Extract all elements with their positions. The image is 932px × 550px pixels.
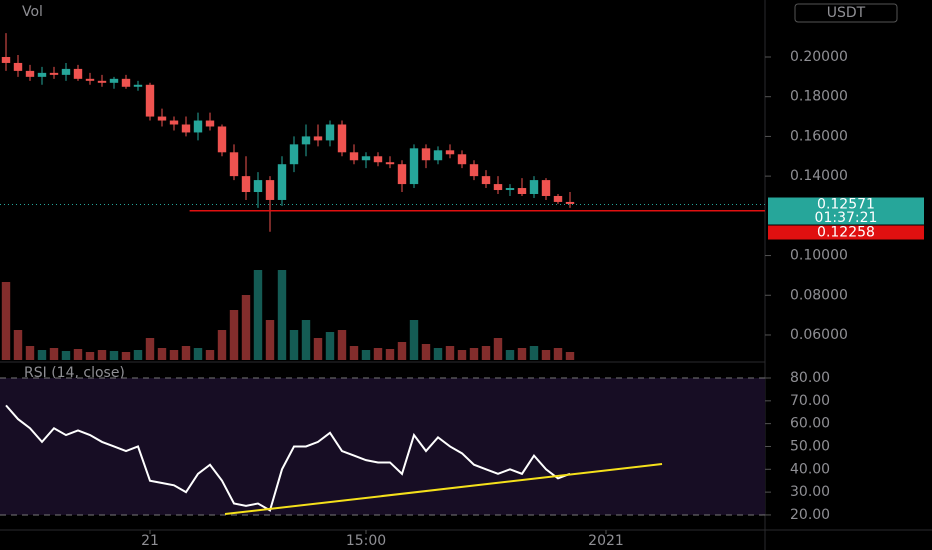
- currency-label: USDT: [827, 5, 866, 21]
- candle-body: [541, 180, 551, 196]
- candle-body: [337, 124, 347, 153]
- candle-body: [265, 180, 275, 200]
- candle-body: [493, 184, 503, 191]
- rsi-tick-label: 70.00: [790, 393, 830, 409]
- candle-body: [97, 80, 107, 83]
- candle-body: [361, 156, 371, 161]
- y-tick-label: 0.06000: [790, 327, 848, 343]
- candle-body: [469, 164, 479, 177]
- candle-body: [217, 126, 227, 153]
- candle-body: [517, 188, 527, 194]
- candle-body: [505, 188, 515, 191]
- rsi-trendline: [224, 463, 663, 516]
- rsi-tick-label: 40.00: [790, 461, 830, 477]
- countdown-box: [768, 211, 924, 225]
- candle-body: [397, 164, 407, 185]
- candle-body: [253, 180, 263, 193]
- candle-body: [157, 116, 167, 121]
- candle-body: [529, 180, 539, 194]
- candle-body: [289, 144, 299, 165]
- x-tick-label: 21: [141, 533, 159, 549]
- candle-body: [193, 120, 203, 133]
- candle-body: [73, 68, 83, 79]
- candle-body: [433, 150, 443, 161]
- rsi-tick-label: 60.00: [790, 416, 830, 432]
- candle-body: [181, 124, 191, 133]
- x-tick-label: 15:00: [346, 533, 386, 549]
- candle-body: [445, 150, 455, 155]
- candle-body: [61, 68, 71, 75]
- candle-body: [145, 84, 155, 117]
- candle-body: [565, 201, 575, 204]
- rsi-tick-label: 80.00: [790, 370, 830, 386]
- candle-body: [13, 62, 23, 71]
- candle-body: [25, 70, 35, 77]
- candle-body: [313, 136, 323, 141]
- last-price-box: [768, 197, 924, 212]
- countdown-label: 01:37:21: [815, 210, 878, 226]
- x-tick-label: 2021: [588, 533, 624, 549]
- candle-body: [409, 148, 419, 185]
- candle-body: [553, 195, 563, 202]
- candle-body: [241, 176, 251, 193]
- candle-body: [133, 84, 143, 87]
- rsi-tick-label: 50.00: [790, 438, 830, 454]
- candle-body: [481, 176, 491, 185]
- candle-body: [301, 136, 311, 145]
- candle-body: [169, 120, 179, 125]
- last-price-label: 0.12571: [817, 197, 875, 213]
- rsi-line: [5, 404, 571, 512]
- candle-body: [457, 154, 467, 165]
- rsi-label: RSI (14, close): [24, 365, 125, 381]
- alert-label: 0.12258: [817, 225, 875, 241]
- candle-body: [373, 156, 383, 163]
- candle-body: [277, 164, 287, 200]
- volume-label: Vol: [22, 4, 43, 20]
- rsi-band: [0, 378, 765, 515]
- candle-body: [121, 78, 131, 87]
- candle-body: [229, 152, 239, 177]
- alert-box: [768, 225, 924, 240]
- candle-body: [109, 78, 119, 83]
- candle-body: [37, 72, 47, 77]
- candle-body: [49, 72, 59, 75]
- y-tick-label: 0.10000: [790, 248, 848, 264]
- rsi-tick-label: 30.00: [790, 484, 830, 500]
- y-tick-label: 0.14000: [790, 168, 848, 184]
- candle-body: [205, 120, 215, 127]
- candle-body: [421, 148, 431, 161]
- candle-body: [1, 56, 11, 63]
- currency-badge[interactable]: [794, 3, 898, 23]
- candle-body: [85, 78, 95, 81]
- y-tick-label: 0.20000: [790, 49, 848, 65]
- y-tick-label: 0.16000: [790, 128, 848, 144]
- rsi-tick-label: 20.00: [790, 507, 830, 523]
- y-tick-label: 0.18000: [790, 89, 848, 105]
- candle-body: [325, 124, 335, 141]
- candle-body: [349, 152, 359, 161]
- y-tick-label: 0.08000: [790, 287, 848, 303]
- candle-body: [385, 162, 395, 165]
